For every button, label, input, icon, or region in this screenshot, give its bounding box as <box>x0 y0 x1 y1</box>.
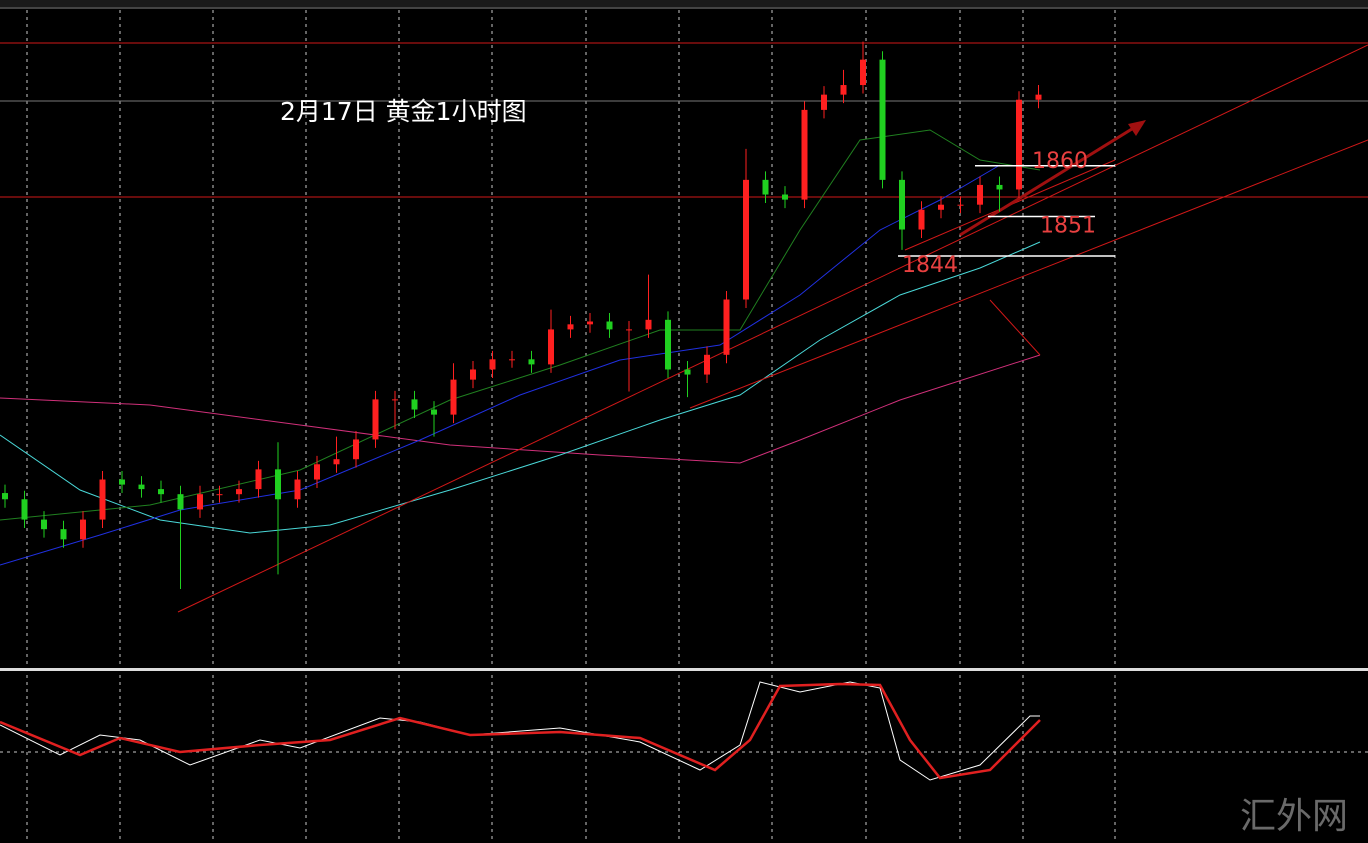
candle-body <box>606 321 613 330</box>
candle-body <box>840 85 847 95</box>
levels: 1860 1851 1844 <box>898 149 1115 278</box>
candle-body <box>177 494 184 510</box>
candle-body <box>41 519 47 530</box>
candle-body <box>60 529 67 540</box>
candle-body <box>704 354 710 375</box>
candle-body <box>431 409 437 415</box>
chart-title: 2月17日 黄金1小时图 <box>280 97 527 126</box>
candle-body <box>509 359 515 361</box>
candle-body <box>450 379 457 415</box>
signal-line <box>0 682 1041 780</box>
candle-body <box>80 519 86 540</box>
candle-body <box>918 209 925 230</box>
ma-line <box>0 241 1041 534</box>
ma-line <box>0 354 1041 464</box>
trend-line <box>989 299 1041 356</box>
candle-body <box>333 459 340 465</box>
candle-body <box>411 399 418 410</box>
pane-separator <box>0 668 1368 671</box>
candle-body <box>743 179 749 300</box>
candle-body <box>821 94 827 110</box>
candle-body <box>626 329 632 331</box>
candle-body <box>1016 99 1022 190</box>
candle-body <box>372 399 379 440</box>
candle-body <box>119 479 125 485</box>
candle-body <box>138 484 145 490</box>
level-label: 1851 <box>1040 214 1096 239</box>
candle-body <box>723 299 730 355</box>
candle-body <box>2 493 8 500</box>
candle-body <box>587 321 593 325</box>
candle-body <box>645 319 652 330</box>
candle-body <box>392 399 398 401</box>
candle-body <box>684 369 691 375</box>
grid <box>26 10 1116 843</box>
candle-body <box>255 469 262 490</box>
macd-line <box>0 681 1040 781</box>
candle-body <box>860 59 866 86</box>
candle-body <box>996 184 1003 190</box>
candle-body <box>216 494 223 496</box>
candle-body <box>762 179 769 195</box>
candle-body <box>957 204 964 206</box>
candle-body <box>801 109 808 200</box>
candle-body <box>548 329 554 365</box>
candle-body <box>236 489 242 495</box>
candle-body <box>879 59 886 180</box>
level-label: 1844 <box>902 253 958 278</box>
candle-body <box>977 184 983 205</box>
candle-body <box>567 324 574 330</box>
candle-body <box>99 479 106 520</box>
candle-body <box>1035 94 1042 100</box>
candle-body <box>489 359 496 370</box>
trend-line <box>177 44 1368 613</box>
candle-body <box>782 194 788 200</box>
candle-body <box>353 439 359 460</box>
ma-line <box>0 164 1001 566</box>
level-label: 1860 <box>1032 149 1088 174</box>
candle-body <box>158 489 164 495</box>
candle-body <box>294 479 301 500</box>
candle-body <box>21 499 28 520</box>
trend-line <box>689 139 1368 409</box>
candle-body <box>314 464 320 480</box>
candle-body <box>275 469 281 500</box>
candle-body <box>665 319 671 370</box>
candle-body <box>197 494 203 510</box>
arrow-head <box>1128 120 1146 136</box>
toolbar <box>0 0 1368 7</box>
candle-body <box>899 179 905 230</box>
candle-body <box>938 204 944 210</box>
watermark: 汇外网 <box>1240 796 1348 837</box>
macd <box>0 681 1041 781</box>
candle-body <box>528 359 535 365</box>
candle-body <box>470 369 476 380</box>
candles <box>2 41 1042 589</box>
